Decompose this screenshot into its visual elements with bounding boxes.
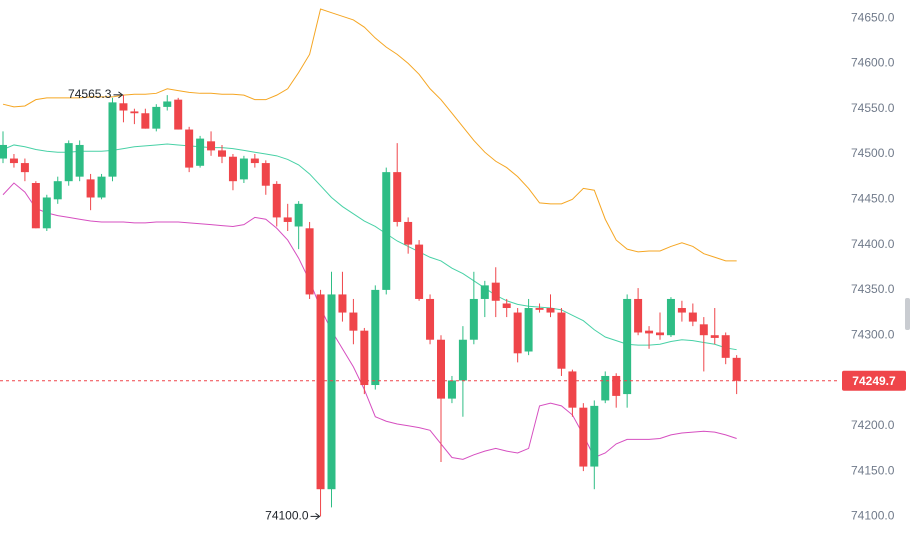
candle-body [568,371,577,408]
candle-body [535,308,544,310]
candle-body [119,103,128,111]
candle-body [207,141,216,151]
candle-body [590,405,599,467]
candle-body [601,375,610,401]
candle-body [108,102,117,177]
candle-body [557,312,566,369]
y-tick-label: 74350.0 [851,282,895,296]
candle-body [261,163,270,186]
candle-body [623,298,632,395]
candle-body [546,308,555,313]
band-line [2,143,737,351]
candle-body [196,138,205,166]
candle-body [426,298,435,340]
candle-body [305,228,314,295]
candle-body [228,156,237,182]
candle-body [327,294,336,490]
band-line [2,182,737,460]
scroll-handle[interactable] [905,298,910,330]
candle-body [404,221,413,245]
y-tick-label: 74450.0 [851,191,895,205]
candle-body [349,312,358,331]
candle-body [283,217,292,222]
y-tick-label: 74550.0 [851,101,895,115]
candle-body [656,332,664,336]
candle-body [316,294,325,490]
candle-body [415,244,424,299]
y-tick-label: 74600.0 [851,56,895,70]
candle-body [437,339,445,399]
candle-body [185,129,194,168]
candle-body [86,179,95,198]
candle-body [393,172,402,222]
candle-body [9,158,18,164]
candle-body [360,330,369,386]
candle-body [163,101,172,107]
candle-body [469,298,478,340]
candle-body [634,298,643,333]
candle-body [174,99,183,130]
candle-body [382,172,391,290]
low-marker-label: 74100.0 [265,509,309,523]
candle-body [141,113,150,129]
candle-body [524,308,533,352]
candle-body [699,324,708,336]
y-tick-label: 74500.0 [851,146,895,160]
candle-body [338,294,347,313]
candle-body [130,111,139,114]
band-line [2,8,737,262]
candle-body [42,197,51,229]
low-marker-arrowhead [315,512,321,520]
candle-body [480,285,489,299]
candle-body [688,312,697,322]
candle-body [20,163,29,173]
candle-body [513,312,522,354]
candle-body [721,335,730,358]
candle-body [612,375,621,396]
high-marker-arrowhead [118,91,124,99]
y-tick-label: 74200.0 [851,418,895,432]
candle-body [218,150,226,157]
candle-body [666,298,675,336]
y-tick-label: 74100.0 [851,509,895,523]
candle-body [75,144,84,177]
candle-body [447,380,456,399]
candle-body [458,339,467,381]
candle-body [152,106,161,129]
candle-body [677,308,686,313]
candle-body [294,203,303,227]
y-tick-label: 74300.0 [851,327,895,341]
last-price-label: 74249.7 [852,374,896,388]
candle-body [645,330,654,334]
candle-body [710,335,719,338]
candle-body [0,144,7,159]
candle-body [502,303,511,309]
y-tick-label: 74400.0 [851,237,895,251]
candle-body [250,158,259,164]
candle-body [64,143,73,182]
y-tick-label: 74650.0 [851,10,895,24]
candle-body [53,181,62,200]
candle-body [239,158,248,180]
candle-body [732,357,741,381]
candle-body [31,183,40,229]
last-price-box [842,370,906,391]
candle-body [491,282,500,301]
y-tick-label: 74150.0 [851,463,895,477]
candle-body [371,289,380,386]
candle-body [579,407,588,467]
candle-body [272,183,281,218]
high-marker-label: 74565.3 [68,87,112,101]
candle-body [97,176,106,198]
